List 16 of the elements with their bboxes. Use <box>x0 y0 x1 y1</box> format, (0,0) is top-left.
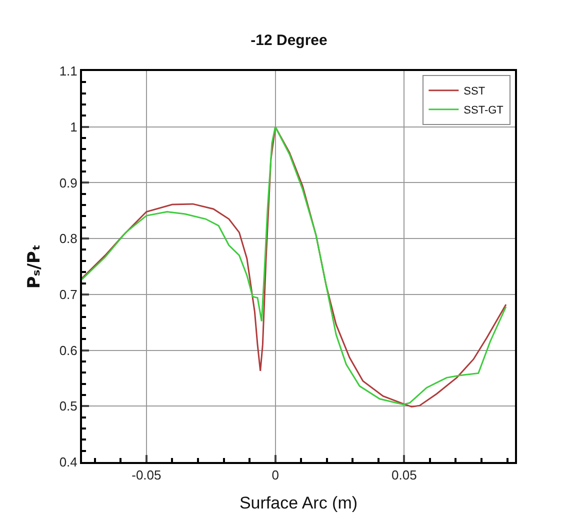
y-tick-label: 0.8 <box>59 231 78 246</box>
legend-label: SST-GT <box>464 104 504 117</box>
y-tick-label: 1.1 <box>59 64 78 79</box>
legend-label: SST <box>464 86 486 98</box>
x-tick-label: -0.05 <box>132 468 162 483</box>
y-tick-label: 0.9 <box>59 175 78 190</box>
y-tick-label: 0.6 <box>59 342 78 358</box>
x-axis-title: Surface Arc (m) <box>239 494 358 512</box>
y-tick-label: 0.4 <box>59 454 78 470</box>
y-tick-label: 1 <box>70 119 78 134</box>
x-tick-label: 0.05 <box>392 468 417 483</box>
x-tick-label: 0 <box>272 468 279 483</box>
y-axis-title: Pₛ/Pₜ <box>24 244 44 289</box>
y-tick-label: 0.7 <box>59 286 78 302</box>
chart-title: -12 Degree <box>250 32 328 49</box>
y-tick-label: 0.5 <box>59 398 78 414</box>
